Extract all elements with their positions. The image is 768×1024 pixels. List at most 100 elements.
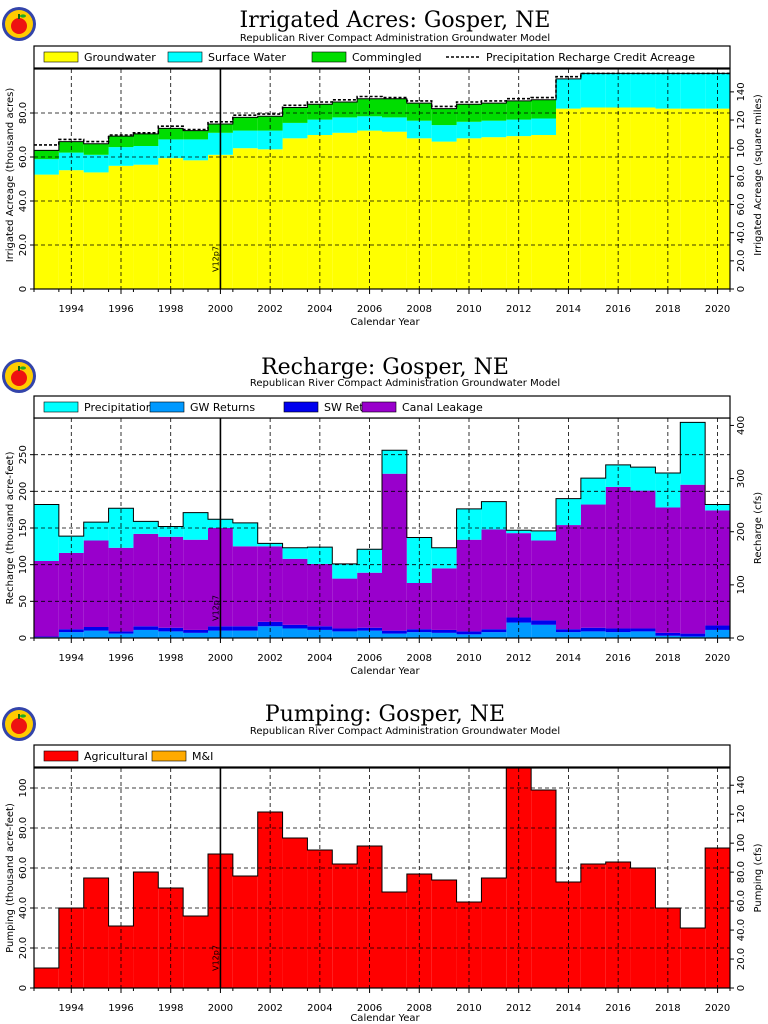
legend-box: [33, 45, 731, 69]
logo-leaf: [20, 366, 26, 370]
bar-surface-water-2013: [531, 118, 556, 135]
version-marker-label: V12p7: [211, 246, 220, 272]
y-axis-label-right: Pumping (cfs): [753, 843, 764, 912]
y-tick-label-right: 40.0: [736, 222, 747, 244]
bar-sw-returns-1997: [133, 626, 159, 630]
y-tick-label: 80.0: [18, 817, 29, 839]
logo-apple: [11, 718, 27, 734]
y-tick-label: 40.0: [18, 897, 29, 919]
chart-title: Recharge: Gosper, NE: [261, 355, 509, 380]
legend-swatch: [43, 51, 79, 63]
y-tick-label-right: 140: [736, 776, 747, 795]
legend-swatch: [283, 401, 319, 413]
bar-surface-water-2019: [680, 73, 706, 109]
bar-sw-returns-2019: [680, 633, 706, 637]
bar-commingled-2001: [232, 117, 258, 131]
x-tick-label: 2016: [605, 1003, 630, 1014]
x-tick-label: 2006: [357, 653, 382, 664]
bar-precipitation-2009: [431, 547, 457, 569]
y-tick-label: 20.0: [18, 234, 29, 256]
bar-agricultural-2005: [332, 864, 358, 988]
x-tick-label: 2012: [506, 653, 531, 664]
bar-surface-water-2017: [630, 73, 656, 108]
bar-surface-water-2001: [232, 130, 258, 149]
bar-sw-returns-2013: [531, 620, 556, 625]
logo-stem: [18, 366, 20, 371]
x-tick-label: 1996: [108, 653, 133, 664]
chart-title: Irrigated Acres: Gosper, NE: [240, 8, 551, 33]
legend-label: Canal Leakage: [402, 401, 483, 414]
bar-gw-returns-2001: [232, 630, 258, 638]
legend-label: Commingled: [352, 51, 422, 64]
bar-canal-leakage-2011: [481, 529, 507, 630]
legend-swatch: [43, 401, 79, 413]
bar-agricultural-2013: [531, 790, 556, 988]
total-outline: [34, 767, 730, 969]
bar-agricultural-1995: [83, 878, 109, 988]
bar-sw-returns-2001: [232, 626, 258, 631]
bar-commingled-1993: [34, 150, 59, 160]
bar-precipitation-2004: [307, 547, 333, 564]
x-tick-label: 2004: [307, 653, 332, 664]
bar-sw-returns-1999: [183, 629, 208, 633]
legend-swatch: [361, 401, 397, 413]
bar-commingled-2007: [382, 98, 407, 118]
total-outline: [34, 421, 730, 565]
x-tick-label: 1994: [59, 653, 84, 664]
plot-0: V12p7 1994 1996 1998 2000 2002 2004 2006 2008 201…: [18, 68, 747, 315]
bar-canal-leakage-1999: [183, 539, 208, 630]
apple-logo-icon: [2, 707, 36, 741]
y-axis-label-right: Recharge (cfs): [753, 492, 764, 564]
bar-precipitation-2001: [232, 522, 258, 547]
chart-irrigated-acres: Irrigated Acres: Gosper, NE Republican R…: [5, 8, 764, 328]
bar-surface-water-2005: [332, 117, 358, 133]
x-tick-label: 1994: [59, 304, 84, 315]
x-tick-label: 2000: [208, 304, 233, 315]
y-axis-label: Irrigated Acreage (thousand acres): [5, 88, 16, 263]
bar-commingled-2003: [282, 107, 308, 123]
x-tick-label: 2016: [605, 304, 630, 315]
apple-logo-icon: [2, 359, 36, 393]
bar-agricultural-2003: [282, 838, 308, 988]
bar-gw-returns-1995: [83, 630, 109, 638]
bar-gw-returns-2013: [531, 624, 556, 638]
bar-commingled-2012: [506, 100, 532, 120]
x-tick-label: 2002: [257, 1003, 282, 1014]
x-axis-label: Calendar Year: [350, 1013, 420, 1024]
bar-commingled-2013: [531, 99, 556, 119]
version-marker-label: V12p7: [211, 945, 220, 971]
bar-sw-returns-2009: [431, 629, 457, 633]
x-tick-label: 2010: [456, 653, 481, 664]
bar-commingled-2002: [257, 116, 283, 131]
y-tick-label: 200: [18, 482, 29, 501]
x-tick-label: 2002: [257, 304, 282, 315]
logo-apple: [11, 370, 27, 386]
y-axis-label-right: Irrigated Acreage (square miles): [753, 94, 764, 256]
y-tick-label: 80.0: [18, 102, 29, 124]
bar-gw-returns-2005: [332, 631, 358, 638]
x-tick-label: 2014: [556, 1003, 581, 1014]
y-tick-label-right: 300: [736, 469, 747, 488]
bar-sw-returns-2018: [655, 632, 681, 636]
x-tick-label: 2008: [407, 304, 432, 315]
x-tick-label: 1996: [108, 304, 133, 315]
y-tick-label: 250: [18, 445, 29, 464]
x-tick-label: 2010: [456, 1003, 481, 1014]
bar-agricultural-2012: [506, 768, 532, 988]
logo-stem: [18, 714, 20, 719]
chart-subtitle: Republican River Compact Administration …: [240, 33, 550, 44]
x-tick-label: 2020: [705, 304, 730, 315]
bar-commingled-1999: [183, 130, 208, 140]
y-tick-label-right: 40.0: [736, 919, 747, 941]
bar-gw-returns-2011: [481, 632, 507, 638]
legend-label: Groundwater: [84, 51, 156, 64]
y-tick-label-right: 0: [736, 286, 747, 292]
x-tick-label: 2012: [506, 1003, 531, 1014]
bar-agricultural-1997: [133, 872, 159, 988]
x-tick-label: 2000: [208, 1003, 233, 1014]
bar-canal-leakage-2017: [630, 490, 656, 629]
bar-groundwater-2001: [232, 148, 258, 289]
x-tick-label: 2008: [407, 1003, 432, 1014]
x-tick-label: 2010: [456, 304, 481, 315]
